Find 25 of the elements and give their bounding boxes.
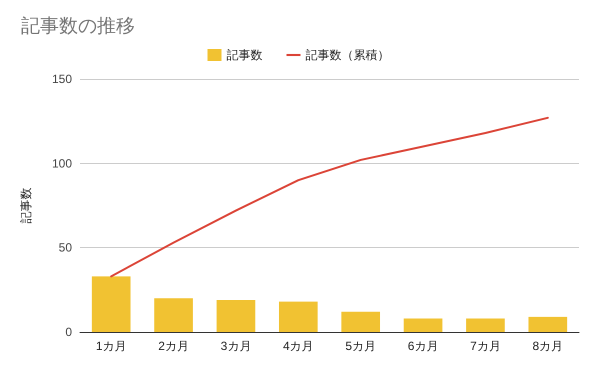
y-tick-label: 50: [58, 240, 72, 255]
x-tick-label: 8カ月: [532, 339, 564, 353]
chart-title: 記事数の推移: [21, 16, 135, 37]
x-tick-label: 2カ月: [158, 339, 189, 353]
y-tick-label: 100: [52, 156, 72, 170]
x-tick-label: 7カ月: [470, 339, 501, 353]
legend-label: 記事数（累積）: [306, 48, 390, 62]
x-tick-label: 5カ月: [345, 339, 376, 353]
x-tick-label: 1カ月: [96, 339, 127, 353]
bar: [341, 312, 380, 332]
x-tick-label: 3カ月: [220, 339, 252, 353]
bar: [92, 276, 131, 332]
bar: [528, 316, 568, 332]
y-tick-label: 0: [65, 325, 72, 339]
bar: [278, 302, 318, 332]
x-tick-label: 6カ月: [408, 339, 438, 353]
legend-label: 記事数: [226, 48, 262, 62]
y-axis-title: 記事数: [19, 188, 33, 224]
bar: [404, 318, 442, 332]
bar: [466, 318, 505, 332]
x-tick-label: 4カ月: [282, 339, 314, 353]
y-tick-label: 150: [52, 72, 72, 86]
bar: [154, 298, 193, 332]
line-series: [110, 116, 549, 278]
bar: [216, 300, 256, 332]
